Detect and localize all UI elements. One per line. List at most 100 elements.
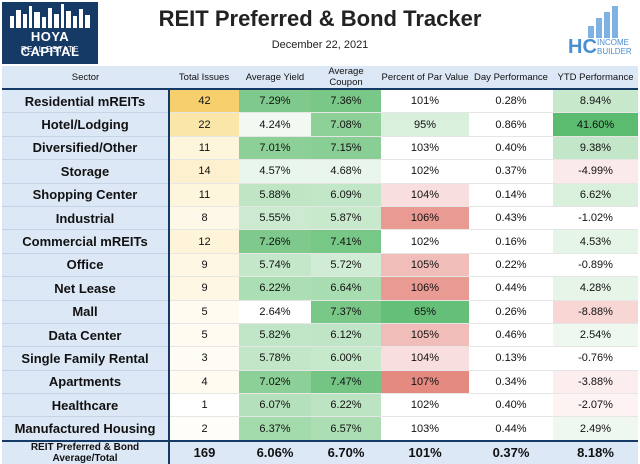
header-row: Sector Total Issues Average Yield Averag… <box>2 66 638 90</box>
ytd-cell: 9.38% <box>553 136 638 161</box>
logo-text-line2: BUILDER <box>597 47 632 56</box>
par-cell: 103% <box>381 416 469 442</box>
yield-cell: 6.37% <box>239 416 311 442</box>
sector-cell: Healthcare <box>2 393 170 418</box>
logo-mark: HC <box>568 36 597 58</box>
sector-cell: Net Lease <box>2 276 170 301</box>
day-cell: 0.26% <box>469 300 553 324</box>
page-title: REIT Preferred & Bond Tracker <box>158 6 482 31</box>
table-row: Industrial 8 5.55% 5.87% 106% 0.43% -1.0… <box>2 206 638 231</box>
table-row: Healthcare 1 6.07% 6.22% 102% 0.40% -2.0… <box>2 393 638 418</box>
sector-cell: Residential mREITs <box>2 89 170 114</box>
issues-cell: 14 <box>169 159 239 184</box>
table-row: Storage 14 4.57% 4.68% 102% 0.37% -4.99% <box>2 159 638 184</box>
issues-cell: 3 <box>169 346 239 371</box>
average-yield: 6.06% <box>239 439 311 464</box>
day-cell: 0.40% <box>469 393 553 418</box>
coupon-cell: 6.22% <box>311 393 381 418</box>
coupon-cell: 6.00% <box>311 346 381 371</box>
table-row: Office 9 5.74% 5.72% 105% 0.22% -0.89% <box>2 253 638 278</box>
sector-cell: Hotel/Lodging <box>2 112 170 137</box>
day-cell: 0.16% <box>469 229 553 254</box>
table-row: Apartments 4 7.02% 7.47% 107% 0.34% -3.8… <box>2 370 638 395</box>
issues-cell: 5 <box>169 300 239 324</box>
coupon-cell: 6.57% <box>311 416 381 442</box>
yield-cell: 7.29% <box>239 89 311 114</box>
table-row: Manufactured Housing 2 6.37% 6.57% 103% … <box>2 416 638 442</box>
yield-cell: 2.64% <box>239 300 311 324</box>
par-cell: 65% <box>381 300 469 324</box>
table-row: Net Lease 9 6.22% 6.64% 106% 0.44% 4.28% <box>2 276 638 301</box>
sector-cell: Office <box>2 253 170 278</box>
ytd-cell: 6.62% <box>553 183 638 207</box>
par-cell: 102% <box>381 229 469 254</box>
ytd-cell: -1.02% <box>553 206 638 231</box>
day-cell: 0.22% <box>469 253 553 278</box>
tracker-table: Sector Total Issues Average Yield Averag… <box>2 66 638 464</box>
yield-cell: 5.55% <box>239 206 311 231</box>
logo-text-line1: INCOME <box>597 38 629 47</box>
day-cell: 0.37% <box>469 159 553 184</box>
issues-cell: 11 <box>169 183 239 207</box>
issues-cell: 1 <box>169 393 239 418</box>
issues-cell: 11 <box>169 136 239 161</box>
ytd-cell: 41.60% <box>553 112 638 137</box>
col-header-coupon: Average Coupon <box>311 66 381 90</box>
day-cell: 0.13% <box>469 346 553 371</box>
issues-cell: 42 <box>169 89 239 114</box>
sector-cell: Commercial mREITs <box>2 229 170 254</box>
ytd-cell: 4.28% <box>553 276 638 301</box>
sector-cell: Storage <box>2 159 170 184</box>
yield-cell: 5.74% <box>239 253 311 278</box>
day-cell: 0.44% <box>469 276 553 301</box>
yield-cell: 5.82% <box>239 323 311 348</box>
sector-cell: Manufactured Housing <box>2 416 170 442</box>
logo-text: INCOME BUILDER <box>597 38 632 56</box>
col-header-sector: Sector <box>2 66 169 90</box>
day-cell: 0.28% <box>469 89 553 114</box>
coupon-cell: 5.72% <box>311 253 381 278</box>
coupon-cell: 4.68% <box>311 159 381 184</box>
day-cell: 0.14% <box>469 183 553 207</box>
coupon-cell: 7.47% <box>311 370 381 395</box>
ytd-cell: -2.07% <box>553 393 638 418</box>
sector-cell: Apartments <box>2 370 170 395</box>
col-header-issues: Total Issues <box>169 66 239 90</box>
income-builder-logo: HC INCOME BUILDER <box>566 6 636 62</box>
par-cell: 104% <box>381 346 469 371</box>
par-cell: 102% <box>381 393 469 418</box>
hoya-capital-logo: HOYA CAPITAL REAL ESTATE <box>2 2 98 64</box>
day-cell: 0.46% <box>469 323 553 348</box>
col-header-yield: Average Yield <box>239 66 311 90</box>
yield-cell: 6.07% <box>239 393 311 418</box>
sector-cell: Diversified/Other <box>2 136 170 161</box>
yield-cell: 7.01% <box>239 136 311 161</box>
logo-line1: HOYA CAPITAL <box>20 29 80 59</box>
coupon-cell: 6.09% <box>311 183 381 207</box>
average-par: 101% <box>381 439 469 464</box>
yield-cell: 5.78% <box>239 346 311 371</box>
day-cell: 0.43% <box>469 206 553 231</box>
coupon-cell: 7.41% <box>311 229 381 254</box>
issues-cell: 5 <box>169 323 239 348</box>
table-row: Commercial mREITs 12 7.26% 7.41% 102% 0.… <box>2 229 638 254</box>
par-cell: 103% <box>381 136 469 161</box>
coupon-cell: 6.64% <box>311 276 381 301</box>
sector-cell: Single Family Rental <box>2 346 170 371</box>
ytd-cell: 2.49% <box>553 416 638 442</box>
issues-cell: 22 <box>169 112 239 137</box>
skyline-icon <box>10 4 90 28</box>
ytd-cell: 4.53% <box>553 229 638 254</box>
yield-cell: 7.26% <box>239 229 311 254</box>
yield-cell: 6.22% <box>239 276 311 301</box>
issues-cell: 9 <box>169 276 239 301</box>
bar-chart-icon <box>588 6 618 38</box>
table-row: Hotel/Lodging 22 4.24% 7.08% 95% 0.86% 4… <box>2 112 638 137</box>
par-cell: 106% <box>381 206 469 231</box>
day-cell: 0.40% <box>469 136 553 161</box>
par-cell: 95% <box>381 112 469 137</box>
ytd-cell: -3.88% <box>553 370 638 395</box>
coupon-cell: 7.37% <box>311 300 381 324</box>
table-row: Diversified/Other 11 7.01% 7.15% 103% 0.… <box>2 136 638 161</box>
issues-cell: 9 <box>169 253 239 278</box>
